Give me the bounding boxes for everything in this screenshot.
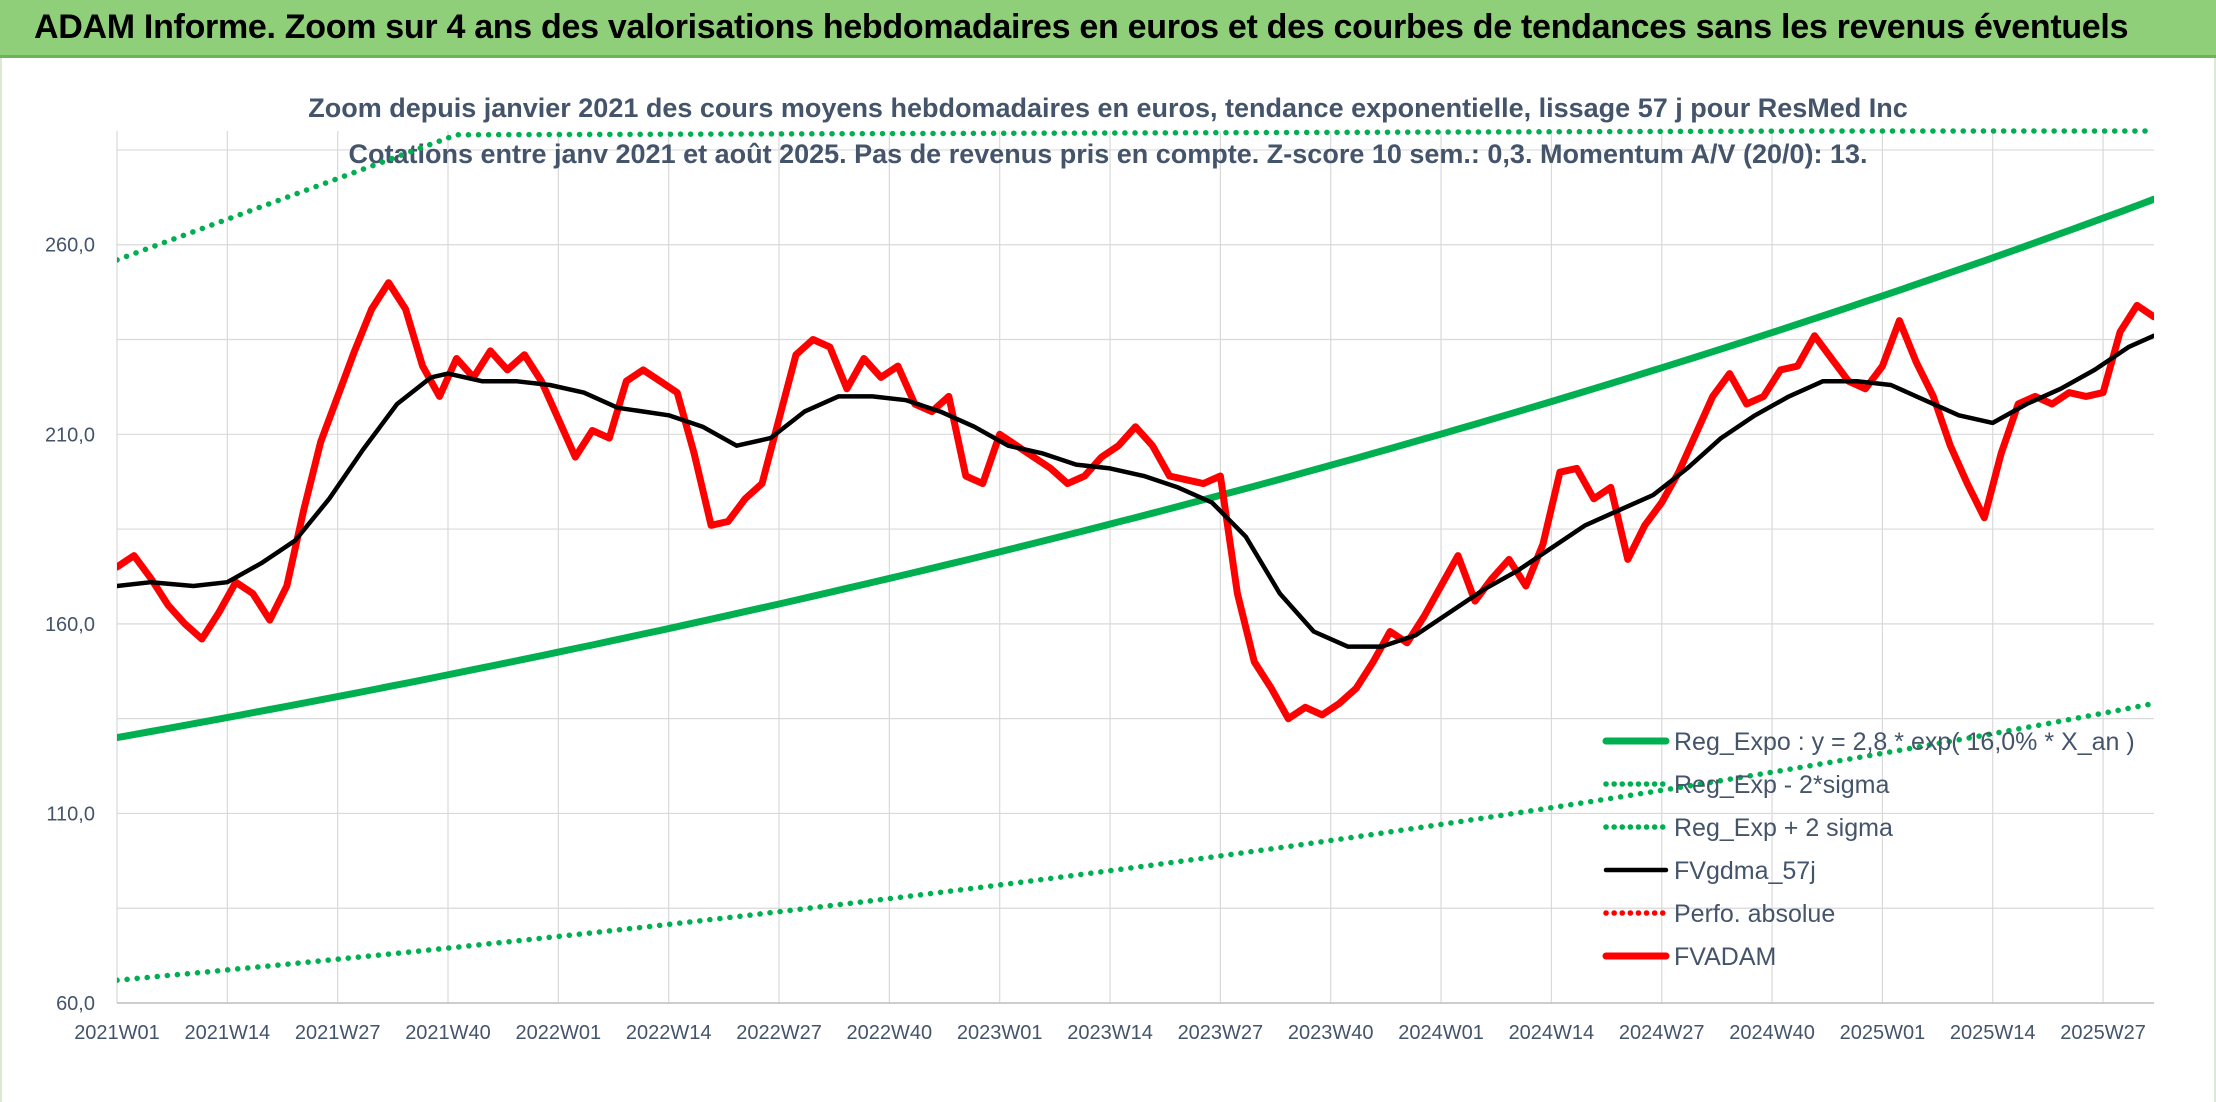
y-tick-label: 160,0 <box>45 614 95 636</box>
legend-label: Perfo. absolue <box>1674 900 1835 928</box>
legend-label: FVADAM <box>1674 943 1776 971</box>
x-tick-label: 2022W01 <box>516 1022 602 1044</box>
x-tick-label: 2023W01 <box>957 1022 1043 1044</box>
y-tick-label: 210,0 <box>45 424 95 446</box>
trend-minus-2sigma <box>117 700 2154 984</box>
x-tick-label: 2023W27 <box>1178 1022 1264 1044</box>
chart-title: Zoom depuis janvier 2021 des cours moyen… <box>308 93 1908 123</box>
x-tick-label: 2023W40 <box>1288 1022 1374 1044</box>
trend-line <box>117 195 2154 742</box>
legend-label: FVgdma_57j <box>1674 857 1816 885</box>
x-tick-label: 2021W01 <box>74 1022 160 1044</box>
grid <box>116 131 2154 1004</box>
y-tick-label: 260,0 <box>45 235 95 257</box>
y-tick-label: 110,0 <box>46 803 95 825</box>
trend-plus-2sigma <box>117 128 2154 263</box>
x-tick-label: 2024W40 <box>1729 1022 1815 1044</box>
legend: Reg_Expo : y = 2,8 * exp( 16,0% * X_an )… <box>1602 728 2135 971</box>
x-tick-label: 2022W40 <box>847 1022 933 1044</box>
legend-label: Reg_Exp + 2 sigma <box>1674 814 1893 842</box>
x-tick-label: 2021W40 <box>405 1022 491 1044</box>
x-tick-label: 2025W27 <box>2060 1022 2146 1044</box>
tick-labels: 60,0 110,0 160,0 210,0 260,0 2021W01 2021W14 20… <box>45 235 2146 1044</box>
fvadam-line <box>117 279 2154 723</box>
legend-label: Reg_Expo : y = 2,8 * exp( 16,0% * X_an ) <box>1674 728 2135 756</box>
fvgdma-57j-line <box>117 333 2154 649</box>
series <box>117 128 2154 984</box>
y-tick-label: 60,0 <box>56 993 95 1015</box>
x-tick-label: 2025W01 <box>1840 1022 1926 1044</box>
x-tick-label: 2022W14 <box>626 1022 712 1044</box>
x-tick-label: 2021W14 <box>185 1022 271 1044</box>
banner-title: ADAM Informe. Zoom sur 4 ans des valoris… <box>34 8 2129 46</box>
x-tick-label: 2022W27 <box>736 1022 822 1044</box>
x-tick-label: 2024W27 <box>1619 1022 1705 1044</box>
x-tick-label: 2021W27 <box>295 1022 381 1044</box>
x-tick-label: 2024W14 <box>1509 1022 1595 1044</box>
x-tick-label: 2023W14 <box>1067 1022 1153 1044</box>
report-banner: ADAM Informe. Zoom sur 4 ans des valoris… <box>0 0 2216 58</box>
legend-label: Reg_Exp - 2*sigma <box>1674 771 1889 799</box>
chart-frame <box>0 58 2216 1102</box>
x-tick-label: 2024W01 <box>1398 1022 1484 1044</box>
x-tick-label: 2025W14 <box>1950 1022 2036 1044</box>
chart-subtitle: Cotations entre janv 2021 et août 2025. … <box>348 139 1867 169</box>
